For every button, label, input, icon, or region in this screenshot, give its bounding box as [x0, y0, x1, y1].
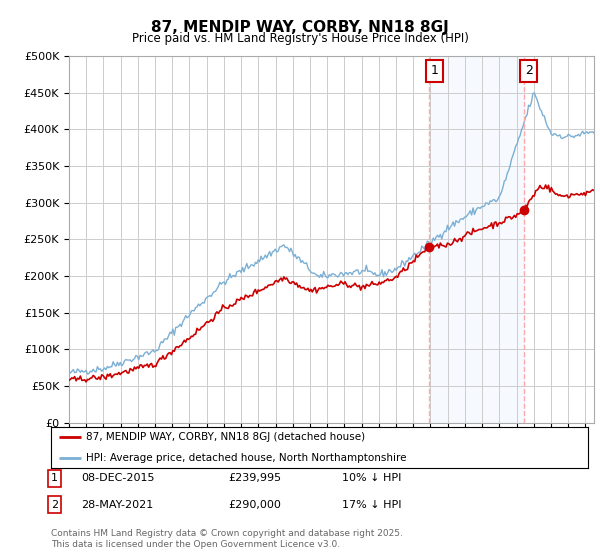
Text: Price paid vs. HM Land Registry's House Price Index (HPI): Price paid vs. HM Land Registry's House … — [131, 32, 469, 45]
Text: Contains HM Land Registry data © Crown copyright and database right 2025.
This d: Contains HM Land Registry data © Crown c… — [51, 529, 403, 549]
Text: 08-DEC-2015: 08-DEC-2015 — [81, 473, 155, 483]
Text: 28-MAY-2021: 28-MAY-2021 — [81, 500, 153, 510]
Text: 87, MENDIP WAY, CORBY, NN18 8GJ (detached house): 87, MENDIP WAY, CORBY, NN18 8GJ (detache… — [86, 432, 365, 442]
Bar — [429, 56, 524, 423]
Text: 1: 1 — [430, 64, 438, 77]
Text: 10% ↓ HPI: 10% ↓ HPI — [342, 473, 401, 483]
Text: HPI: Average price, detached house, North Northamptonshire: HPI: Average price, detached house, Nort… — [86, 452, 406, 463]
Text: 1: 1 — [51, 473, 58, 483]
Text: 2: 2 — [51, 500, 58, 510]
Text: £290,000: £290,000 — [228, 500, 281, 510]
Text: 17% ↓ HPI: 17% ↓ HPI — [342, 500, 401, 510]
Text: 2: 2 — [525, 64, 533, 77]
Text: 87, MENDIP WAY, CORBY, NN18 8GJ: 87, MENDIP WAY, CORBY, NN18 8GJ — [151, 20, 449, 35]
Text: £239,995: £239,995 — [228, 473, 281, 483]
